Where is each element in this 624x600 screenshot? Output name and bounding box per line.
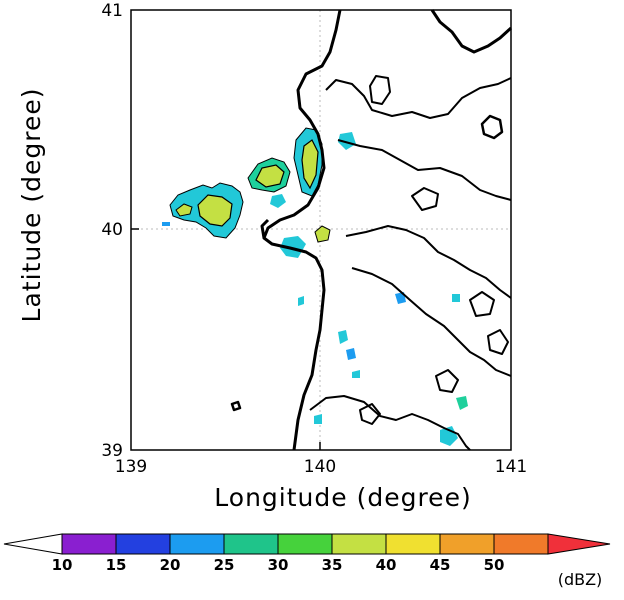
echo-speck-3 — [280, 236, 306, 258]
echo-speck-2 — [270, 194, 286, 208]
contour-southwest — [309, 395, 471, 451]
echo-core-west-small — [175, 203, 193, 217]
echo-speck-14 — [452, 294, 460, 302]
colorbar-label-6: 35 — [322, 556, 343, 574]
echo-speck-13 — [352, 370, 360, 378]
colorbar-label-3: 20 — [160, 556, 181, 574]
echo-core-mid — [255, 164, 285, 188]
contour-small-4 — [435, 369, 459, 393]
colorbar-label-4: 25 — [214, 556, 235, 574]
contour-small-3 — [487, 329, 509, 355]
echo-speck-6 — [298, 296, 304, 306]
colorbar-bin-5 — [277, 533, 333, 555]
colorbar-bins — [61, 533, 549, 555]
contour-mid — [345, 225, 512, 299]
northern-coast — [430, 9, 513, 54]
colorbar-bin-2 — [115, 533, 171, 555]
island-speck — [230, 400, 242, 412]
colorbar-labels: 10 15 20 25 30 35 40 45 50 — [52, 556, 505, 574]
x-tick-label-2: 140 — [304, 457, 336, 477]
y-axis-title: Latitude (degree) — [17, 88, 46, 323]
colorbar-unit: (dBZ) — [558, 570, 603, 589]
north-lake — [369, 75, 391, 105]
echo-speck-4 — [338, 330, 348, 344]
y-tick-label-1: 41 — [101, 1, 123, 21]
tick-marks — [131, 228, 321, 450]
echo-core-west — [197, 194, 233, 227]
plot-frame — [130, 9, 512, 451]
y-tick-label-2: 40 — [101, 220, 123, 240]
main-coastline — [262, 9, 342, 451]
echo-speck-5 — [346, 348, 356, 360]
colorbar-bin-1 — [61, 533, 117, 555]
colorbar-label-7: 40 — [376, 556, 397, 574]
contour-northeast — [325, 77, 512, 119]
echo-speck-7 — [338, 132, 356, 150]
colorbar-bin-8 — [439, 533, 495, 555]
colorbar-label-2: 15 — [106, 556, 127, 574]
colorbar-bin-6 — [331, 533, 387, 555]
echo-speck-11 — [162, 222, 170, 226]
colorbar-under-arrow — [3, 533, 63, 555]
y-tick-label-3: 39 — [101, 441, 123, 461]
echo-speck-12 — [314, 414, 322, 424]
contour-south — [351, 267, 512, 377]
colorbar-label-5: 30 — [268, 556, 289, 574]
contour-small-5 — [359, 403, 381, 425]
colorbar-bin-7 — [385, 533, 441, 555]
colorbar-label-1: 10 — [52, 556, 73, 574]
coastline-contours — [230, 9, 513, 451]
x-axis-title: Longitude (degree) — [214, 483, 471, 512]
x-tick-label-3: 141 — [495, 457, 527, 477]
colorbar-bin-3 — [169, 533, 225, 555]
colorbar-label-8: 45 — [430, 556, 451, 574]
colorbar-bin-9 — [493, 533, 549, 555]
contour-central — [337, 139, 512, 201]
x-tick-label-1: 139 — [115, 457, 147, 477]
colorbar-label-9: 50 — [484, 556, 505, 574]
colorbar: 10 15 20 25 30 35 40 45 50 (dBZ) — [3, 533, 611, 589]
colorbar-bin-4 — [223, 533, 279, 555]
echo-speck-1 — [314, 225, 331, 243]
echo-core-peninsula — [301, 139, 319, 190]
coastline-oga-inner — [260, 218, 270, 239]
colorbar-over-arrow — [547, 533, 611, 555]
contour-small-1 — [411, 187, 439, 211]
contour-small-2 — [469, 291, 495, 317]
echo-speck-10 — [456, 396, 468, 410]
lake-east — [480, 114, 504, 140]
